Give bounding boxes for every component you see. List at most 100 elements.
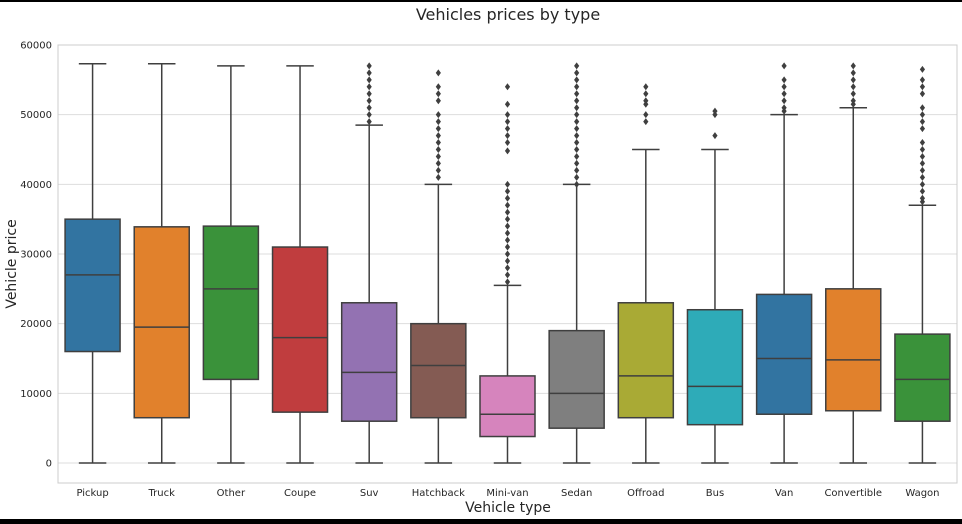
outlier-point — [919, 118, 926, 126]
outlier-point — [366, 62, 372, 70]
outlier-point — [435, 139, 441, 147]
outlier-point — [919, 111, 926, 119]
outlier-point — [712, 107, 718, 115]
outlier-point — [919, 146, 926, 153]
x-tick-label: Mini-van — [486, 488, 528, 499]
outlier-point — [366, 83, 372, 91]
outlier-point — [504, 194, 511, 202]
iqr-box — [64, 218, 121, 353]
outlier-point — [574, 118, 580, 126]
outlier-point — [712, 132, 718, 140]
box-other — [202, 65, 260, 464]
y-tick-labels: 0 10000 20000 30000 40000 50000 60000 — [20, 41, 52, 470]
boxes-layer — [64, 62, 951, 464]
outlier-point — [781, 62, 787, 70]
outlier-point — [919, 90, 926, 98]
outlier-point — [643, 111, 649, 119]
outlier-point — [850, 69, 856, 77]
iqr-box — [410, 322, 467, 419]
outlier-point — [504, 215, 511, 223]
iqr-box — [617, 302, 675, 419]
iqr-box — [479, 375, 536, 438]
y-tick-label: 50000 — [20, 110, 52, 121]
outlier-point — [504, 208, 511, 216]
outlier-point — [435, 152, 441, 160]
outlier-point — [574, 69, 580, 77]
box-convertible — [825, 62, 882, 464]
iqr-box — [202, 225, 260, 381]
outlier-point — [643, 97, 649, 105]
top-border — [0, 0, 962, 2]
box-offroad — [617, 83, 675, 464]
outlier-point — [850, 97, 856, 105]
outlier-point — [435, 159, 441, 167]
y-tick-label: 40000 — [20, 180, 52, 191]
outlier-point — [504, 147, 511, 155]
outlier-point — [574, 166, 580, 174]
outlier-point — [366, 90, 372, 98]
box-bus — [686, 107, 744, 464]
outlier-point — [574, 76, 580, 84]
outlier-point — [504, 180, 511, 188]
outlier-point — [504, 83, 511, 91]
outlier-point — [781, 104, 787, 112]
outlier-point — [574, 97, 580, 105]
outlier-point — [504, 100, 511, 108]
outlier-point — [574, 152, 580, 160]
outlier-point — [574, 146, 580, 153]
outlier-point — [574, 159, 580, 167]
outlier-point — [643, 90, 649, 98]
y-tick-label: 20000 — [20, 319, 52, 330]
outlier-point — [781, 76, 787, 84]
x-tick-label: Bus — [706, 488, 724, 499]
iqr-box — [271, 246, 329, 413]
y-axis-label: Vehicle price — [4, 219, 20, 308]
outlier-point — [504, 201, 511, 209]
outlier-point — [850, 76, 856, 84]
x-tick-labels: Pickup Truck Other Coupe Suv Hatchback Mini-va… — [76, 488, 939, 499]
outlier-point — [574, 132, 580, 140]
outlier-point — [574, 180, 580, 188]
outlier-point — [435, 125, 441, 133]
iqr-box — [340, 302, 398, 422]
x-tick-label: Hatchback — [412, 488, 465, 499]
outlier-point — [919, 83, 926, 91]
outlier-point — [504, 111, 511, 119]
x-tick-label: Coupe — [284, 488, 316, 499]
iqr-box — [548, 329, 605, 429]
iqr-box — [686, 308, 744, 426]
outlier-point — [435, 83, 441, 91]
x-axis-label: Vehicle type — [465, 500, 551, 516]
iqr-box — [894, 333, 951, 422]
iqr-box — [755, 293, 813, 415]
outlier-point — [435, 111, 441, 119]
outlier-point — [574, 139, 580, 147]
outlier-point — [919, 159, 926, 167]
chart-title: Vehicles prices by type — [416, 5, 600, 24]
outlier-point — [574, 90, 580, 98]
x-tick-label: Van — [775, 488, 794, 499]
outlier-point — [574, 83, 580, 91]
box-suv — [340, 62, 398, 464]
outlier-point — [504, 229, 511, 237]
box-wagon — [894, 65, 951, 464]
outlier-point — [919, 125, 926, 133]
outlier-point — [850, 90, 856, 98]
outlier-point — [504, 118, 511, 126]
outlier-point — [366, 69, 372, 77]
x-tick-label: Convertible — [824, 488, 882, 499]
outlier-point — [504, 139, 511, 147]
outlier-point — [574, 173, 580, 181]
outlier-point — [435, 69, 441, 77]
outlier-point — [919, 152, 926, 160]
y-tick-label: 30000 — [20, 250, 52, 261]
outlier-point — [366, 111, 372, 119]
outlier-point — [781, 97, 787, 105]
outlier-point — [919, 187, 926, 195]
outlier-point — [919, 166, 926, 174]
outlier-point — [919, 104, 926, 112]
outlier-point — [504, 264, 511, 272]
outlier-point — [435, 118, 441, 126]
outlier-point — [435, 97, 441, 105]
